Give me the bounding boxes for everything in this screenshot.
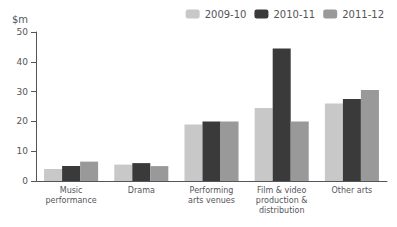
svg-text:40: 40	[17, 57, 29, 67]
svg-text:0: 0	[22, 176, 28, 186]
svg-text:performance: performance	[45, 196, 96, 205]
svg-text:Other arts: Other arts	[332, 186, 373, 195]
svg-text:distribution: distribution	[259, 206, 305, 215]
svg-text:production &: production &	[256, 196, 308, 205]
svg-text:50: 50	[17, 27, 29, 37]
svg-text:2011-12: 2011-12	[342, 9, 384, 20]
svg-text:20: 20	[17, 116, 29, 126]
svg-text:Drama: Drama	[128, 186, 155, 195]
svg-text:2009-10: 2009-10	[205, 9, 247, 20]
svg-text:2010-11: 2010-11	[273, 9, 315, 20]
svg-text:arts venues: arts venues	[188, 196, 235, 205]
svg-text:30: 30	[17, 87, 29, 97]
svg-text:10: 10	[17, 146, 29, 156]
svg-text:Film & video: Film & video	[257, 186, 307, 195]
svg-text:$m: $m	[12, 14, 28, 25]
svg-text:Music: Music	[60, 186, 83, 195]
svg-text:Performing: Performing	[190, 186, 234, 195]
